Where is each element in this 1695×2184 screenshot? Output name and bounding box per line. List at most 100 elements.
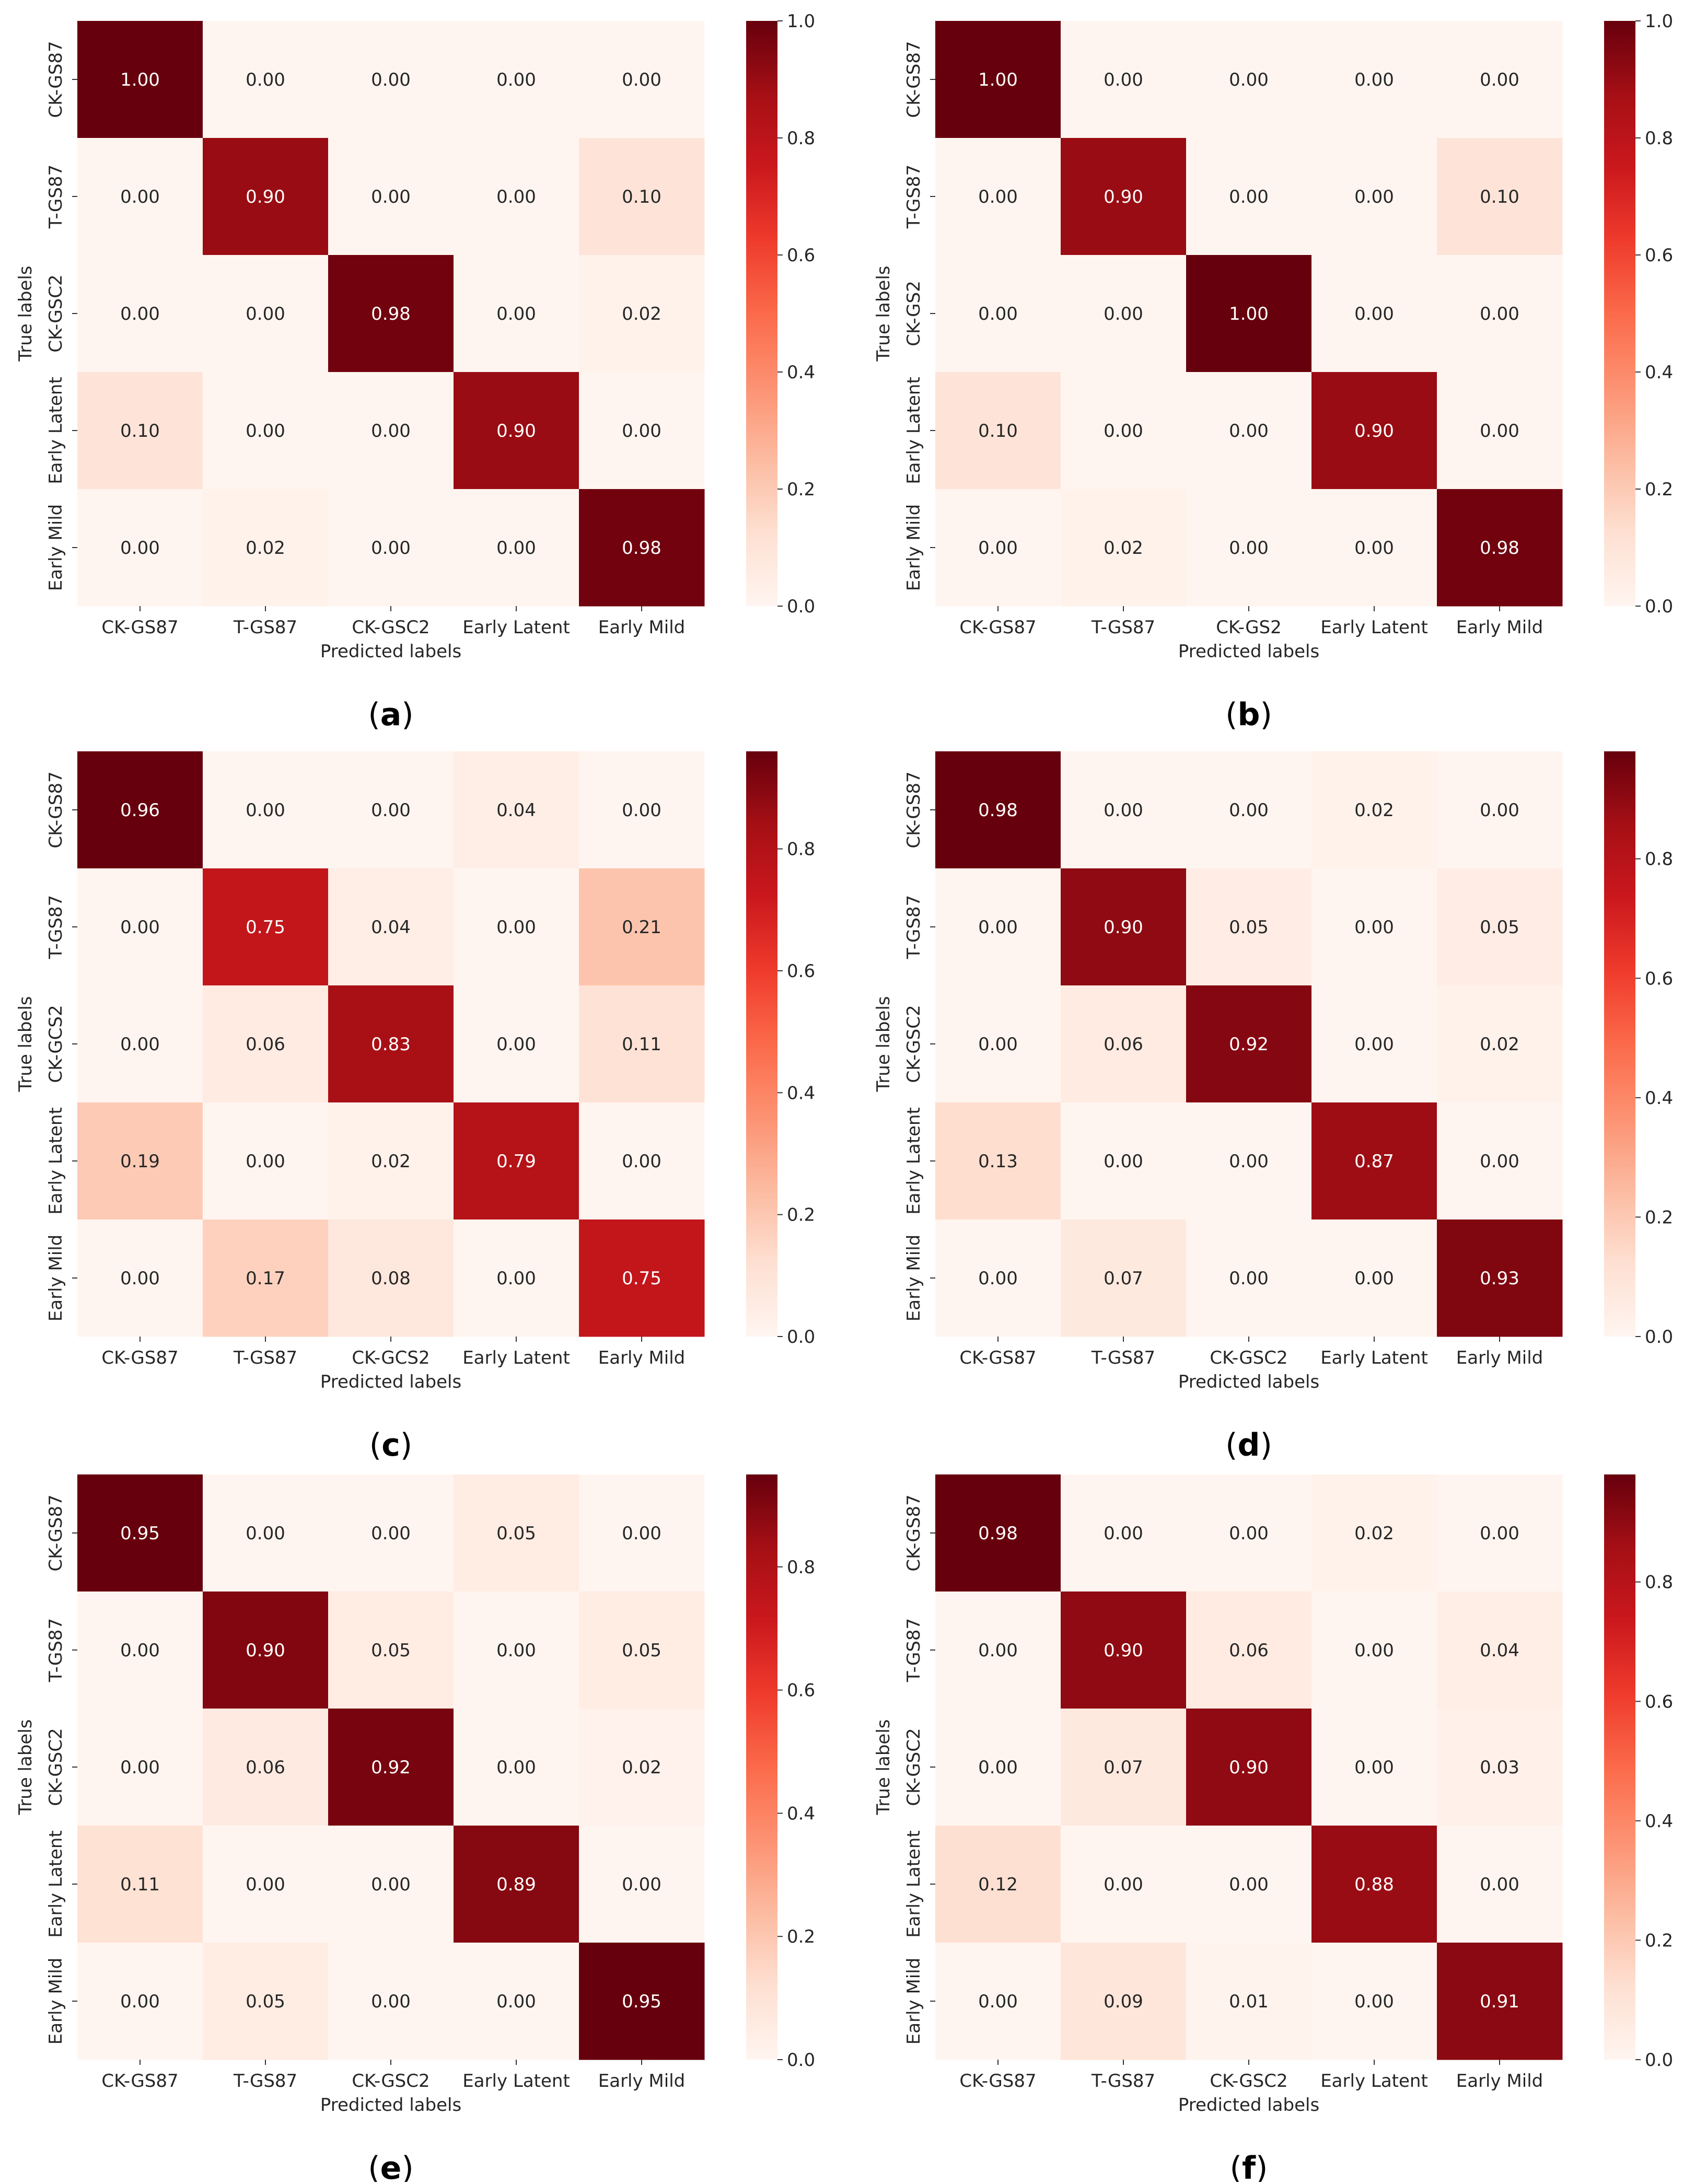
heatmap-cell <box>203 372 329 490</box>
x-tick-label: T-GS87 <box>1091 617 1155 638</box>
cell-value: 0.88 <box>1354 1874 1394 1895</box>
cell-value: 0.00 <box>1354 1268 1394 1289</box>
cell-value: 0.92 <box>1229 1034 1269 1055</box>
cell-value: 0.00 <box>1480 1151 1519 1172</box>
cell-value: 0.00 <box>120 1991 160 2012</box>
heatmap-panel-3: 0.96 0.00 0.00 0.04 0.00 0.00 0.75 0.04 0.00 0.21… <box>15 751 815 1463</box>
heatmap-cell <box>328 1826 454 1943</box>
cell-value: 0.21 <box>622 917 661 938</box>
colorbar-tick-label: 0.2 <box>787 1205 815 1226</box>
cell-value: 0.00 <box>371 1991 411 2012</box>
heatmap-cell <box>1437 1474 1563 1592</box>
colorbar-tick-label: 0.4 <box>787 1803 815 1824</box>
heatmap-cell <box>935 751 1061 869</box>
cell-value: 0.02 <box>622 304 661 324</box>
heatmap-cell <box>1186 372 1312 490</box>
heatmap-cell <box>579 1474 705 1592</box>
heatmap-cell <box>1061 489 1187 607</box>
heatmap-cell <box>1186 138 1312 255</box>
y-tick-label: T-GS87 <box>45 165 66 229</box>
colorbar <box>1604 21 1635 606</box>
heatmap-cell <box>1061 1219 1187 1337</box>
colorbar-tick-label: 0.4 <box>1645 362 1673 383</box>
x-tick-label: CK-GSC2 <box>1210 2071 1287 2092</box>
heatmap-cell <box>328 255 454 373</box>
heatmap-cell <box>1186 1709 1312 1826</box>
heatmap-cell <box>203 1102 329 1220</box>
cell-value: 0.00 <box>120 1268 160 1289</box>
heatmap-cell <box>1061 21 1187 138</box>
heatmap-cell <box>1061 372 1187 490</box>
cell-value: 0.03 <box>1480 1757 1519 1778</box>
heatmap-cell <box>328 1219 454 1337</box>
heatmap-cell <box>203 1474 329 1592</box>
x-axis-title: Predicted labels <box>320 1372 461 1392</box>
heatmap-cell <box>77 1474 203 1592</box>
cell-value: 0.00 <box>496 1757 536 1778</box>
cell-value: 0.00 <box>978 304 1018 324</box>
cell-value: 0.00 <box>1480 1874 1519 1895</box>
cell-value: 0.02 <box>1354 800 1394 821</box>
heatmap-cell <box>1311 372 1437 490</box>
heatmap-cell <box>328 1474 454 1592</box>
heatmap-cell <box>1437 138 1563 255</box>
colorbar-tick-label: 0.6 <box>1645 968 1673 989</box>
x-tick-label: Early Mild <box>1456 2071 1543 2092</box>
x-tick-label: CK-GSC2 <box>1210 1347 1287 1368</box>
heatmap-cell <box>579 1943 705 2060</box>
heatmap-cell <box>1311 1709 1437 1826</box>
heatmap-cell <box>454 489 579 607</box>
cell-value: 0.00 <box>622 69 661 90</box>
x-tick-label: CK-GS87 <box>101 617 178 638</box>
colorbar-tick-label: 0.0 <box>1645 2050 1673 2071</box>
colorbar-tick-label: 0.0 <box>787 596 815 617</box>
cell-value: 0.06 <box>246 1034 285 1055</box>
heatmap-cell <box>579 1219 705 1337</box>
cell-value: 0.00 <box>120 1034 160 1055</box>
heatmap-cell <box>328 1102 454 1220</box>
colorbar-tick-label: 0.4 <box>787 362 815 383</box>
heatmap-cell <box>77 1826 203 1943</box>
heatmap-cell <box>328 21 454 138</box>
heatmap-cell <box>1061 1591 1187 1709</box>
x-tick-label: Early Latent <box>462 1347 570 1368</box>
x-tick-label: T-GS87 <box>1091 1347 1155 1368</box>
colorbar-tick-label: 0.6 <box>787 1680 815 1701</box>
colorbar-tick-label: 0.2 <box>1645 1207 1673 1228</box>
heatmap-cell <box>454 1709 579 1826</box>
heatmap-cell <box>579 985 705 1103</box>
y-axis-title: True labels <box>873 1720 894 1816</box>
cell-value: 0.05 <box>1229 917 1269 938</box>
x-tick-label: CK-GS87 <box>959 617 1036 638</box>
colorbar <box>746 751 777 1337</box>
cell-value: 0.04 <box>1480 1640 1519 1661</box>
y-tick-label: Early Mild <box>45 504 66 591</box>
heatmap-cell <box>1437 1826 1563 1943</box>
y-tick-label: T-GS87 <box>903 1618 924 1682</box>
heatmap-cell <box>579 21 705 138</box>
cell-value: 0.00 <box>1480 1523 1519 1544</box>
x-axis-title: Predicted labels <box>320 2095 461 2116</box>
y-tick-label: Early Mild <box>903 1958 924 2044</box>
heatmap-cell <box>454 21 579 138</box>
cell-value: 0.00 <box>496 917 536 938</box>
colorbar-tick-label: 0.0 <box>787 2050 815 2071</box>
cell-value: 0.00 <box>622 1151 661 1172</box>
heatmap-cell <box>203 1591 329 1709</box>
cell-value: 0.06 <box>1229 1640 1269 1661</box>
y-tick-label: Early Mild <box>45 1958 66 2044</box>
panel-label: (d) <box>1225 1427 1272 1463</box>
heatmap-panel-1: 1.00 0.00 0.00 0.00 0.00 0.00 0.90 0.00 0.00 0.10… <box>15 11 815 733</box>
cell-value: 0.04 <box>496 800 536 821</box>
y-tick-label: Early Latent <box>903 377 924 484</box>
x-tick-label: CK-GS87 <box>101 1347 178 1368</box>
cell-value: 0.07 <box>1104 1757 1143 1778</box>
cell-value: 0.92 <box>371 1757 411 1778</box>
heatmap-cell <box>1311 868 1437 986</box>
colorbar-tick-label: 0.6 <box>1645 245 1673 266</box>
heatmap-cell <box>935 1943 1061 2060</box>
heatmap-cell <box>203 1219 329 1337</box>
cell-value: 0.00 <box>978 1757 1018 1778</box>
heatmap-cell <box>77 868 203 986</box>
cell-value: 0.00 <box>496 187 536 207</box>
